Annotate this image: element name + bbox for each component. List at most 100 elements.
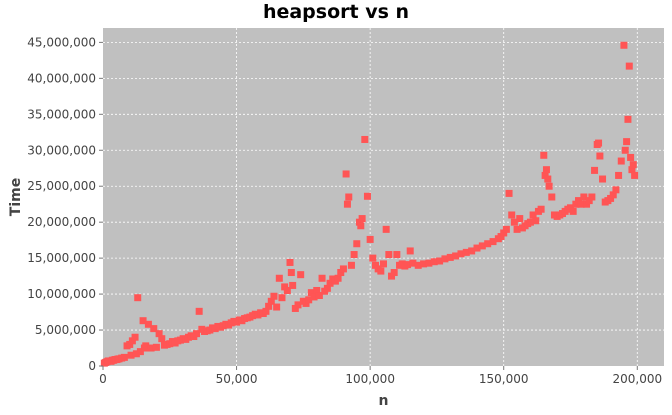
data-point <box>134 294 142 302</box>
data-point <box>294 301 302 309</box>
data-point <box>350 251 358 259</box>
data-point <box>572 200 580 208</box>
data-point <box>358 215 366 223</box>
data-point <box>591 166 599 174</box>
data-point <box>627 153 635 161</box>
data-point <box>414 261 422 269</box>
y-tick-label: 45,000,000 <box>27 35 96 49</box>
data-point <box>393 251 401 259</box>
data-point <box>537 205 545 213</box>
data-point <box>302 299 310 307</box>
data-point <box>155 330 163 338</box>
data-point <box>489 238 497 246</box>
data-point <box>599 175 607 183</box>
data-point <box>318 274 326 282</box>
y-tick-label: 5,000,000 <box>35 323 96 337</box>
data-point <box>473 244 481 252</box>
data-point <box>120 353 128 361</box>
data-point <box>541 171 549 179</box>
x-tick-label: 0 <box>99 372 107 386</box>
y-tick-label: 20,000,000 <box>27 215 96 229</box>
data-point <box>390 269 398 277</box>
data-point <box>505 189 513 197</box>
data-point <box>596 152 604 160</box>
data-point <box>158 335 166 343</box>
data-point <box>142 342 150 350</box>
data-point <box>150 325 158 333</box>
gridlines <box>103 28 664 366</box>
data-point <box>513 225 521 233</box>
data-point <box>607 194 615 202</box>
data-point <box>497 233 505 241</box>
data-point <box>147 344 155 352</box>
data-point <box>283 286 291 294</box>
x-tick-label: 50,000 <box>216 372 258 386</box>
data-point <box>152 343 160 351</box>
data-point <box>625 62 633 70</box>
data-point <box>267 297 275 305</box>
x-tick-label: 100,000 <box>345 372 395 386</box>
data-point <box>478 242 486 250</box>
data-point <box>307 289 315 297</box>
data-point <box>347 261 355 269</box>
data-point <box>262 307 270 315</box>
data-point <box>457 250 465 258</box>
data-point <box>275 274 283 282</box>
data-point <box>313 286 321 294</box>
data-point <box>136 348 144 356</box>
data-point <box>502 225 510 233</box>
data-point <box>270 292 278 300</box>
data-point <box>595 139 603 147</box>
data-point <box>385 251 393 259</box>
data-point <box>310 293 318 301</box>
data-point <box>377 267 385 275</box>
data-point <box>540 151 548 159</box>
y-axis-label: Time <box>8 178 24 216</box>
data-point <box>297 271 305 279</box>
data-point <box>361 135 369 143</box>
y-tick-label: 40,000,000 <box>27 71 96 85</box>
data-point <box>577 200 585 208</box>
data-point <box>273 303 281 311</box>
data-point <box>617 157 625 165</box>
data-point <box>588 193 596 201</box>
data-point <box>339 265 347 273</box>
data-point <box>126 340 134 348</box>
data-point <box>286 258 294 266</box>
data-point <box>289 281 297 289</box>
y-tick-label: 15,000,000 <box>27 251 96 265</box>
data-point <box>615 171 623 179</box>
data-point <box>631 171 639 179</box>
data-point <box>369 254 377 262</box>
data-point <box>468 247 476 255</box>
data-point <box>500 229 508 237</box>
y-tick-label: 35,000,000 <box>27 107 96 121</box>
data-point <box>363 192 371 200</box>
data-point <box>355 218 363 226</box>
y-tick-label: 10,000,000 <box>27 287 96 301</box>
data-point <box>462 248 470 256</box>
data-points <box>100 41 639 367</box>
data-point <box>382 225 390 233</box>
data-point <box>323 284 331 292</box>
data-point <box>532 217 540 225</box>
data-point <box>629 161 637 169</box>
data-point <box>548 193 556 201</box>
data-point <box>510 218 518 226</box>
data-point <box>430 258 438 266</box>
data-point <box>526 218 534 226</box>
data-point <box>388 272 396 280</box>
data-point <box>628 166 636 174</box>
data-point <box>441 255 449 263</box>
data-point <box>281 283 289 291</box>
y-tick-label: 0 <box>88 359 96 373</box>
data-point <box>366 235 374 243</box>
chart-title: heapsort vs n <box>262 1 410 23</box>
data-point <box>529 211 537 219</box>
data-point <box>620 41 628 49</box>
data-point <box>583 200 591 208</box>
data-point <box>545 182 553 190</box>
data-point <box>326 279 334 287</box>
data-point <box>193 330 200 338</box>
